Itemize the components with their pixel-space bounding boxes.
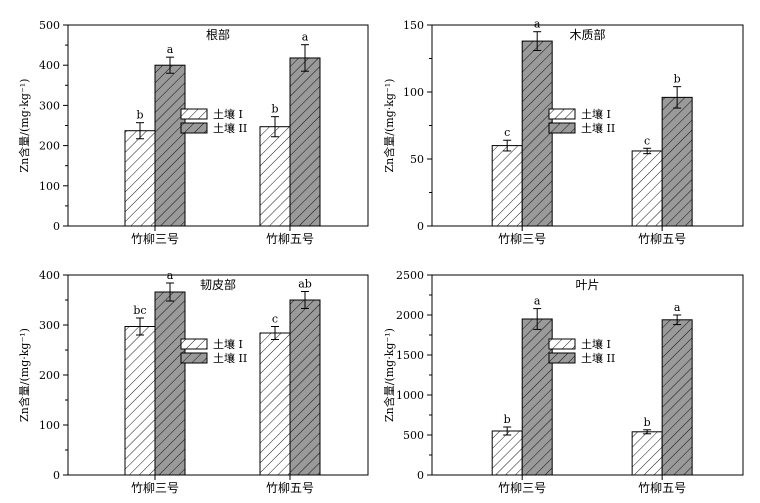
significance-label: b [136, 109, 143, 122]
y-tick-label: 2000 [396, 309, 424, 322]
y-tick-label: 400 [39, 269, 60, 282]
legend-label: 土壤 II [213, 351, 247, 365]
y-tick-label: 400 [39, 59, 60, 72]
panel-title: 叶片 [575, 278, 599, 292]
panel-title: 木质部 [569, 27, 605, 42]
significance-label: c [272, 313, 278, 326]
significance-label: c [644, 134, 650, 147]
y-tick-label: 2500 [396, 269, 424, 282]
y-tick-label: 0 [53, 469, 60, 482]
y-tick-label: 300 [39, 99, 60, 112]
y-axis-label: Zn含量/(mg·kg⁻¹) [382, 79, 396, 173]
plot-frame [431, 274, 744, 476]
significance-label: a [302, 31, 309, 44]
y-tick-label: 500 [39, 19, 60, 32]
legend-label: 土壤 II [581, 351, 615, 365]
significance-label: a [534, 18, 541, 31]
bar [124, 130, 156, 227]
bar [631, 431, 663, 476]
significance-label: bc [133, 304, 146, 317]
x-tick-label: 竹柳五号 [638, 232, 686, 246]
panel-4: 0 500 1000 1500 2000 2500 Zn含量/(mg·kg⁻¹) 叶片竹柳三号… [382, 269, 744, 495]
y-tick-label: 300 [39, 319, 60, 332]
bar [259, 126, 291, 227]
legend-swatch [548, 122, 576, 134]
bar [631, 150, 663, 227]
legend-swatch [548, 108, 576, 120]
bar [154, 291, 186, 476]
x-tick-label: 竹柳三号 [498, 481, 546, 495]
legend-swatch [180, 122, 208, 134]
bar [491, 145, 523, 227]
y-tick-label: 500 [403, 429, 424, 442]
legend-label: 土壤 I [581, 107, 611, 121]
significance-label: b [644, 416, 651, 429]
bar [491, 430, 523, 476]
bar [661, 319, 693, 476]
significance-label: a [167, 43, 174, 56]
legend-swatch [548, 338, 576, 350]
bar [289, 57, 321, 227]
significance-label: b [271, 103, 278, 116]
significance-label: a [167, 269, 174, 282]
significance-label: a [674, 301, 681, 314]
y-tick-label: 1000 [396, 389, 424, 402]
x-tick-label: 竹柳三号 [498, 232, 546, 246]
y-tick-label: 100 [39, 180, 60, 193]
significance-label: b [674, 73, 681, 86]
legend-swatch [548, 352, 576, 364]
legend-label: 土壤 I [213, 337, 243, 351]
panel-title: 韧皮部 [200, 277, 236, 292]
significance-label: c [504, 126, 510, 139]
x-tick-label: 竹柳三号 [131, 232, 179, 246]
x-tick-label: 竹柳五号 [266, 232, 314, 246]
y-tick-label: 0 [53, 220, 60, 233]
x-tick-label: 竹柳三号 [131, 481, 179, 495]
y-tick-label: 0 [417, 220, 424, 233]
bar [521, 40, 553, 227]
y-axis-label: Zn含量/(mg·kg⁻¹) [17, 79, 31, 173]
legend-swatch [180, 108, 208, 120]
x-tick-label: 竹柳五号 [638, 481, 686, 495]
y-axis-label: Zn含量/(mg·kg⁻¹) [17, 328, 31, 422]
legend-label: 土壤 II [213, 121, 247, 135]
y-tick-label: 50 [410, 153, 424, 166]
plot-frame [67, 274, 369, 476]
significance-label: a [534, 295, 541, 308]
legend-label: 土壤 II [581, 121, 615, 135]
y-tick-label: 100 [403, 86, 424, 99]
x-tick-label: 竹柳五号 [266, 481, 314, 495]
y-tick-label: 200 [39, 369, 60, 382]
significance-label: ab [298, 278, 312, 291]
panel-title: 根部 [206, 27, 230, 42]
y-axis-label: Zn含量/(mg·kg⁻¹) [382, 328, 396, 422]
y-tick-label: 100 [39, 419, 60, 432]
significance-label: b [504, 413, 511, 426]
bar [661, 96, 693, 227]
y-tick-label: 1500 [396, 349, 424, 362]
bar [289, 299, 321, 476]
bar [154, 64, 186, 227]
legend-swatch [180, 352, 208, 364]
bar [259, 332, 291, 476]
legend-label: 土壤 I [581, 337, 611, 351]
bar [521, 318, 553, 476]
y-tick-label: 200 [39, 140, 60, 153]
y-tick-label: 150 [403, 19, 424, 32]
y-tick-label: 0 [417, 469, 424, 482]
bar [124, 326, 156, 476]
legend-swatch [180, 338, 208, 350]
legend-label: 土壤 I [213, 107, 243, 121]
